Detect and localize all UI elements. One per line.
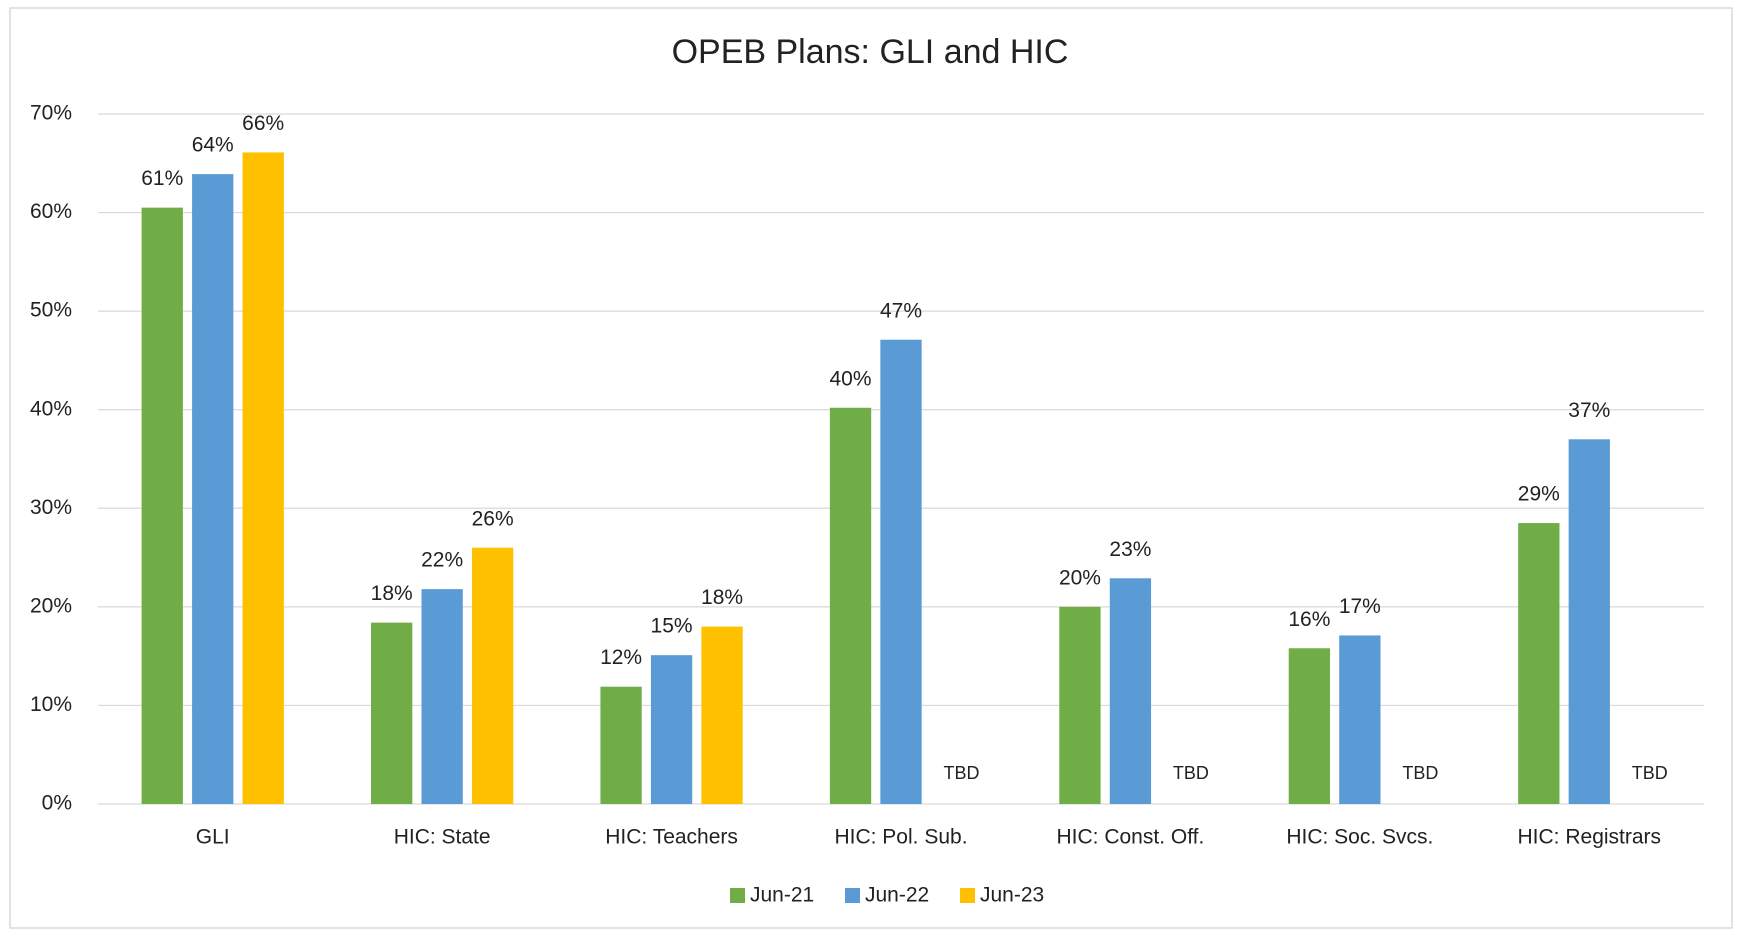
- value-label: 40%: [830, 367, 872, 390]
- chart-title: OPEB Plans: GLI and HIC: [672, 33, 1069, 71]
- legend-swatch: [845, 888, 860, 903]
- x-tick-label: GLI: [196, 826, 230, 849]
- value-label: TBD: [1402, 763, 1438, 783]
- value-label: 64%: [192, 134, 234, 157]
- bar: [471, 547, 514, 804]
- bar: [242, 152, 284, 804]
- y-tick-label: 50%: [30, 299, 72, 322]
- y-tick-label: 20%: [30, 594, 72, 617]
- value-label: 16%: [1288, 608, 1330, 631]
- value-label: 18%: [701, 586, 743, 609]
- bar: [1288, 648, 1331, 804]
- x-tick-label: HIC: Teachers: [605, 826, 738, 849]
- value-label: 15%: [651, 615, 693, 638]
- value-label: TBD: [943, 763, 979, 783]
- x-tick-label: HIC: Soc. Svcs.: [1286, 826, 1433, 849]
- value-label: 61%: [141, 167, 183, 190]
- y-tick-label: 30%: [30, 496, 72, 519]
- value-label: TBD: [1173, 763, 1209, 783]
- bar: [701, 626, 743, 804]
- y-tick-label: 40%: [30, 397, 72, 420]
- value-label: 22%: [421, 549, 463, 572]
- value-label: 23%: [1109, 538, 1151, 561]
- value-label: 26%: [472, 507, 514, 530]
- legend-swatch: [960, 888, 975, 903]
- legend-swatch: [730, 888, 745, 903]
- bar: [829, 407, 872, 804]
- bar: [1109, 578, 1152, 804]
- value-label: 37%: [1568, 399, 1610, 422]
- bar: [1059, 606, 1101, 804]
- value-label: 18%: [371, 582, 413, 605]
- value-label: 17%: [1339, 595, 1381, 618]
- y-tick-label: 60%: [30, 200, 72, 223]
- value-label: 29%: [1518, 483, 1560, 506]
- x-tick-label: HIC: Registrars: [1518, 826, 1662, 849]
- bar: [192, 174, 234, 805]
- bar: [371, 622, 413, 804]
- y-tick-label: 0%: [42, 792, 72, 815]
- bar: [1339, 635, 1381, 804]
- y-tick-label: 70%: [30, 102, 72, 125]
- bar: [1518, 523, 1560, 804]
- value-label: TBD: [1632, 763, 1668, 783]
- value-label: 66%: [242, 112, 284, 135]
- bar: [880, 339, 922, 804]
- value-label: 47%: [880, 299, 922, 322]
- legend-label: Jun-22: [865, 884, 929, 907]
- bar: [600, 686, 642, 804]
- value-label: 20%: [1059, 566, 1101, 589]
- bar: [141, 207, 183, 805]
- bar: [421, 589, 463, 804]
- bar: [1568, 439, 1610, 804]
- x-tick-label: HIC: Const. Off.: [1057, 826, 1205, 849]
- bar: [650, 655, 693, 804]
- x-tick-label: HIC: State: [394, 826, 491, 849]
- y-tick-label: 10%: [30, 693, 72, 716]
- legend-label: Jun-21: [750, 884, 814, 907]
- legend-label: Jun-23: [980, 884, 1044, 907]
- x-tick-label: HIC: Pol. Sub.: [834, 826, 967, 849]
- value-label: 12%: [600, 646, 642, 669]
